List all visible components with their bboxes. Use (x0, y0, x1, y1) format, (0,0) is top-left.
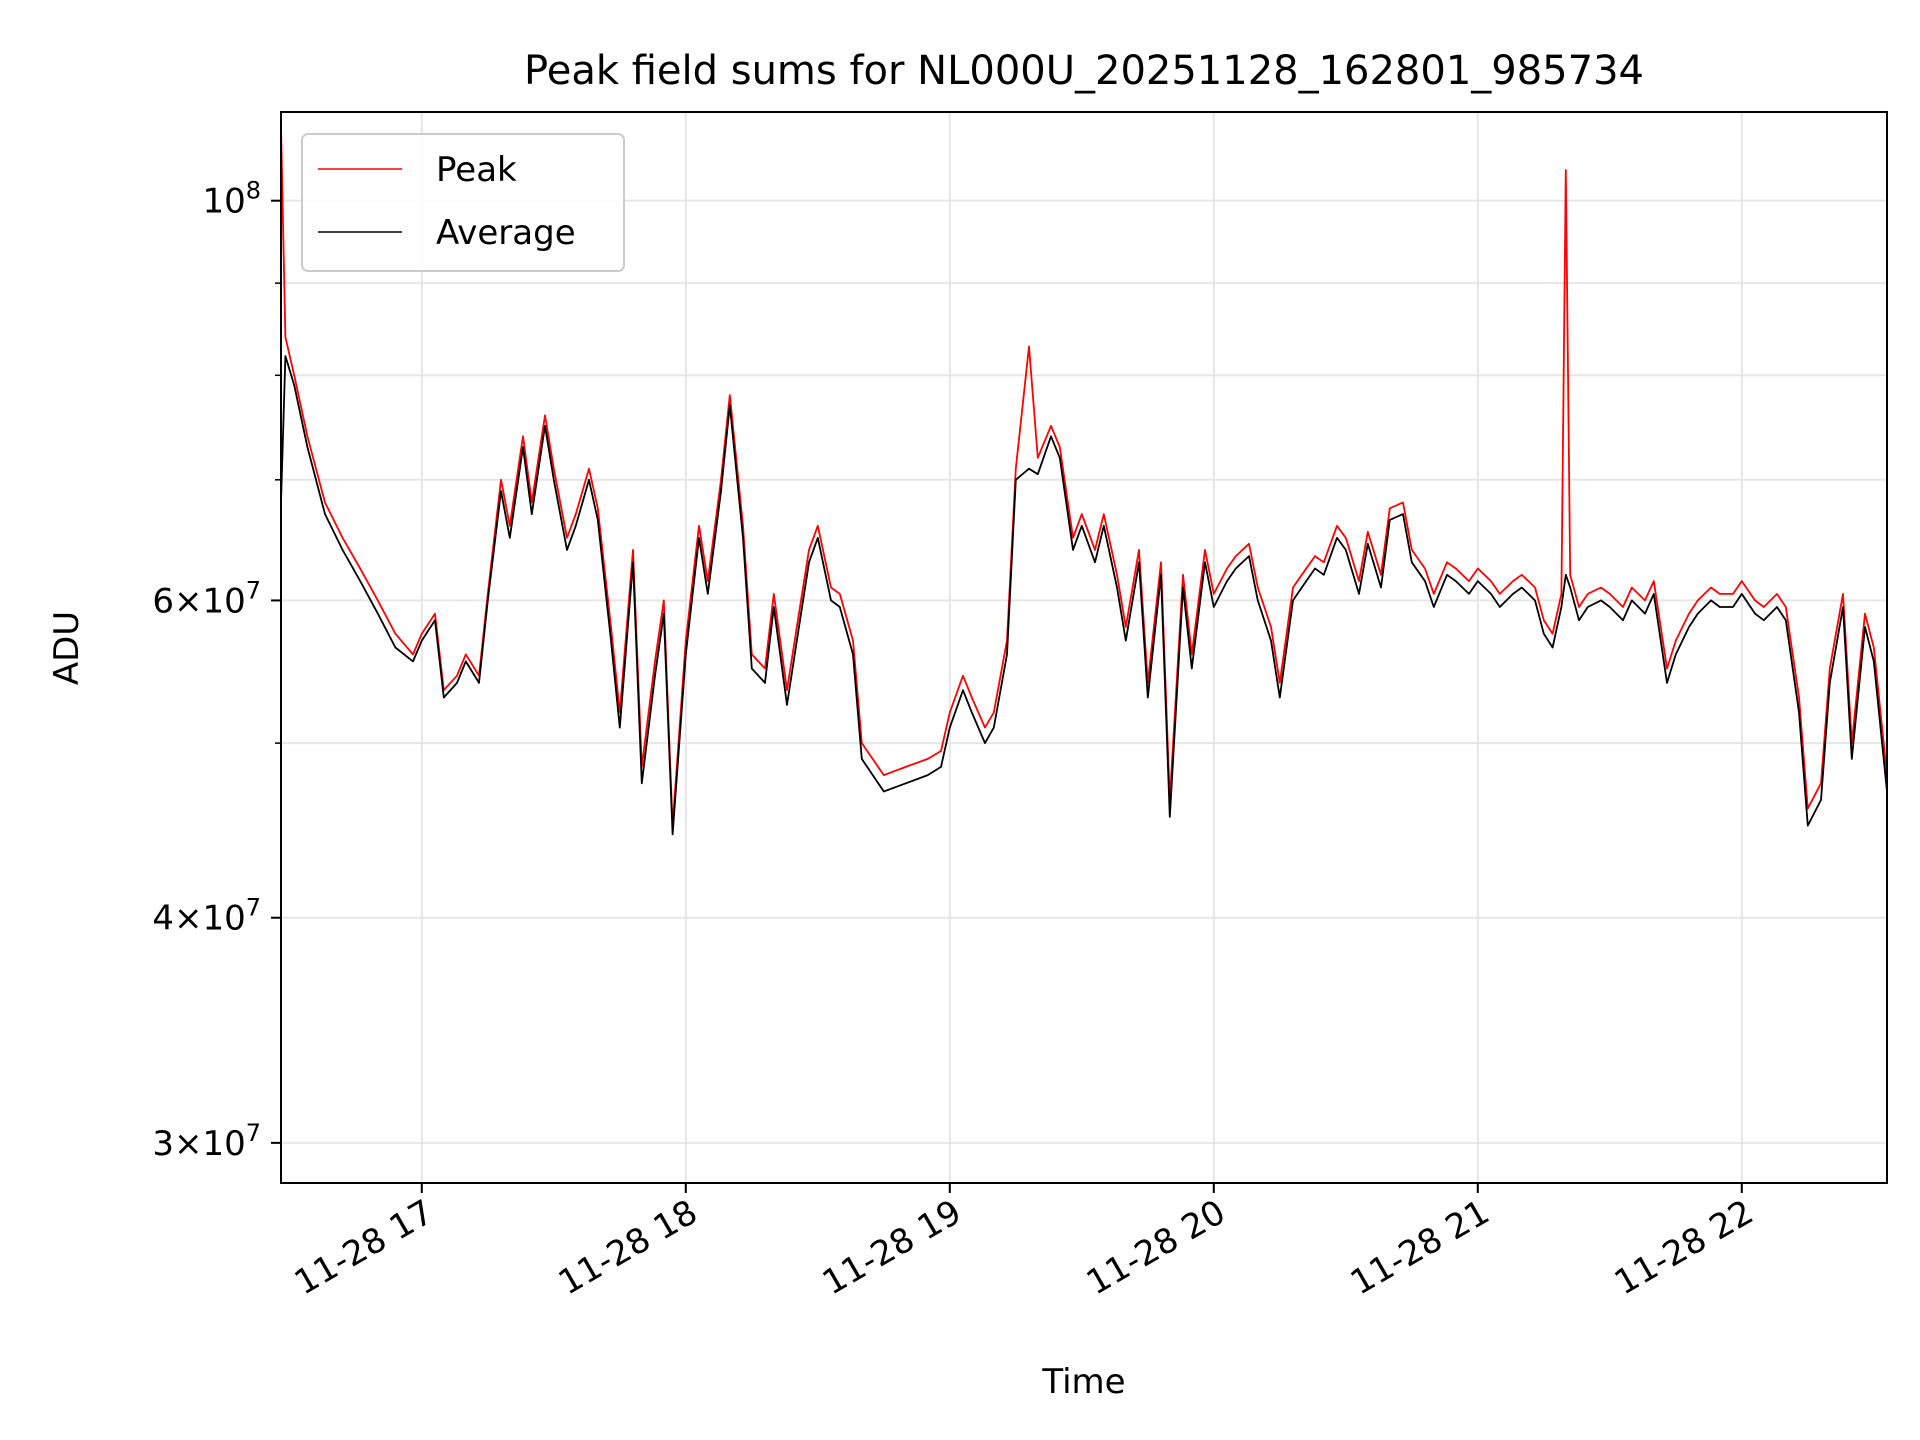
legend: Peak Average (301, 133, 625, 272)
series-layer (280, 126, 1888, 836)
y-tick-mantissa: 6×10 (152, 581, 245, 621)
chart-title: Peak field sums for NL000U_20251128_1628… (524, 48, 1644, 94)
y-tick-exponent: 7 (246, 1119, 261, 1147)
y-tick-exponent: 7 (246, 894, 261, 922)
y-tick-exponent: 8 (246, 177, 261, 205)
y-tick-label: 108 (202, 177, 261, 222)
grid (281, 112, 1887, 1183)
y-tick-exponent: 7 (246, 576, 261, 604)
y-tick-label: 3×107 (152, 1119, 261, 1164)
y-tick-label: 4×107 (152, 894, 261, 939)
x-axis-label: Time (1041, 1362, 1125, 1402)
y-axis-label: ADU (47, 611, 87, 685)
series-line-average (280, 355, 1888, 836)
y-tick-mantissa: 3×10 (152, 1124, 245, 1164)
legend-label-average: Average (436, 213, 576, 253)
y-tick-label: 6×107 (152, 576, 261, 621)
y-tick-base: 10 (202, 182, 245, 222)
plot-frame (280, 111, 1888, 1184)
series-line-peak (280, 126, 1888, 827)
legend-label-peak: Peak (436, 150, 517, 190)
y-tick-mantissa: 4×10 (152, 899, 245, 939)
